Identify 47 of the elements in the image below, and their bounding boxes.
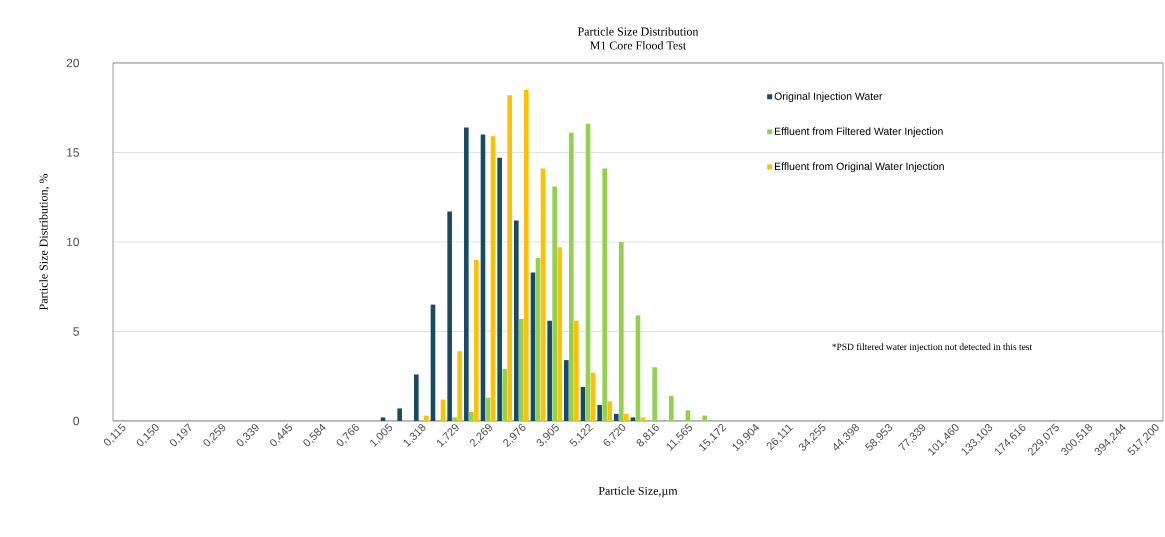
bar <box>464 127 469 421</box>
bar <box>497 157 502 421</box>
bar <box>569 132 574 421</box>
bar <box>524 89 529 421</box>
bar <box>619 241 624 421</box>
bar <box>652 367 657 421</box>
bar <box>397 408 402 421</box>
bar <box>507 95 512 421</box>
legend-label: Effluent from Filtered Water Injection <box>775 127 943 138</box>
bar <box>514 220 519 421</box>
bar <box>614 413 619 421</box>
bar <box>452 417 457 421</box>
bar <box>474 259 479 421</box>
y-tick-label: 15 <box>67 148 79 157</box>
y-tick-label: 0 <box>73 416 80 426</box>
bar <box>624 413 629 421</box>
chart-subtitle: M1 Core Flood Test <box>590 41 687 50</box>
legend-label: Effluent from Original Water Injection <box>775 162 944 173</box>
y-tick-label: 20 <box>66 58 80 68</box>
bar <box>414 374 419 421</box>
y-tick-label: 5 <box>73 327 79 336</box>
bar <box>552 186 557 421</box>
chart-title: Particle Size Distribution <box>577 27 699 36</box>
bar <box>469 412 474 421</box>
bar <box>447 211 452 421</box>
bar <box>597 404 602 421</box>
y-axis-title: Particle Size Distribution, % <box>39 173 50 311</box>
bar <box>685 410 691 421</box>
bar <box>669 395 674 421</box>
bar <box>519 318 524 421</box>
bar <box>547 320 552 421</box>
bar <box>380 417 386 421</box>
bar <box>424 415 429 421</box>
legend-label: Original Injection Water <box>774 92 883 102</box>
bar <box>702 415 707 421</box>
bar <box>557 247 562 421</box>
x-axis-title: Particle Size,µm <box>598 486 678 498</box>
bar <box>602 168 607 421</box>
bar <box>630 417 636 421</box>
bar <box>607 401 612 421</box>
bar <box>574 320 579 421</box>
bar <box>640 417 646 421</box>
bar <box>457 351 462 421</box>
bar <box>502 369 507 421</box>
annotation: *PSD filtered water injection not detected in this test <box>832 343 1033 352</box>
bar <box>564 360 569 421</box>
y-tick-label: 10 <box>67 237 80 247</box>
